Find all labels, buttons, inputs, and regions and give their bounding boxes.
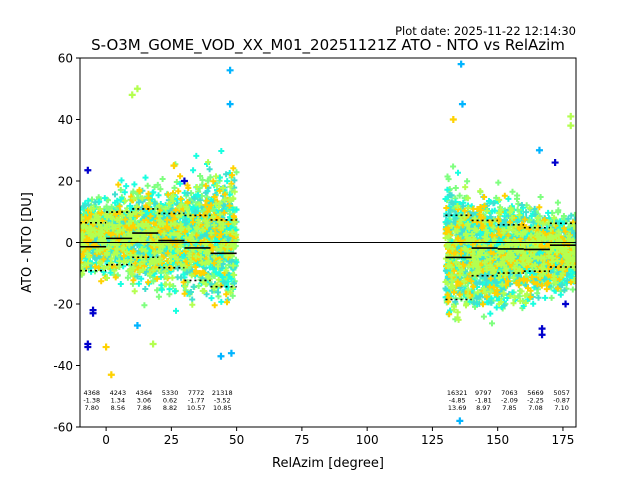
scatter-layer [80, 148, 576, 327]
bin-std-label: 7.10 [554, 404, 568, 412]
scatter-cluster [442, 163, 576, 327]
bin-std-label: 10.85 [213, 404, 232, 412]
bin-count-label: 9797 [475, 389, 492, 397]
bin-std-label: 7.85 [502, 404, 516, 412]
bin-mean-label: -2.25 [527, 397, 544, 405]
y-tick-label: 0 [65, 236, 73, 250]
outlier-point [535, 146, 543, 154]
y-axis-ticks: -60 -40 -20 0 20 40 60 [53, 52, 80, 435]
outlier-point [449, 116, 457, 123]
outlier-point [89, 309, 97, 317]
outlier-point [149, 340, 157, 348]
outlier-point [551, 159, 559, 167]
chart-title: S-O3M_GOME_VOD_XX_M01_20251121Z ATO - NT… [91, 36, 565, 55]
y-tick-label: 20 [58, 175, 73, 189]
bin-mean-label: -3.52 [214, 397, 231, 405]
bin-count-label: 4243 [110, 389, 127, 397]
bin-std-label: 7.86 [137, 404, 151, 412]
outlier-point [457, 60, 465, 68]
y-tick-label: -60 [53, 421, 73, 435]
bin-count-label: 5057 [553, 389, 570, 397]
bin-mean-label: -0.87 [553, 397, 570, 405]
y-tick-label: -20 [53, 298, 73, 312]
bin-std-label: 13.69 [448, 404, 467, 412]
plot-date: Plot date: 2025-11-22 12:14:30 [395, 24, 576, 38]
y-axis-label: ATO - NTO [DU] [20, 192, 35, 293]
bin-mean-label: -4.85 [449, 397, 466, 405]
outlier-point [102, 343, 110, 351]
x-tick-label: 75 [294, 433, 309, 447]
bin-mean-label: 0.62 [163, 397, 177, 405]
y-tick-label: 60 [58, 52, 73, 66]
bin-std-label: 8.56 [111, 404, 125, 412]
outlier-point [133, 322, 141, 330]
outlier-point [458, 100, 466, 108]
outlier-point [170, 162, 178, 170]
outlier-layer [84, 60, 575, 425]
bin-count-label: 5669 [527, 389, 544, 397]
outlier-point [226, 100, 234, 108]
x-tick-label: 50 [229, 433, 244, 447]
bin-statistics [80, 208, 576, 301]
bin-mean-label: -2.09 [501, 397, 518, 405]
x-tick-label: 100 [356, 433, 379, 447]
outlier-point [107, 371, 115, 379]
bin-count-label: 21318 [212, 389, 233, 397]
scatter-points [80, 159, 240, 308]
outlier-point [227, 349, 235, 357]
outlier-point [538, 325, 546, 333]
bin-mean-label: 1.34 [111, 397, 125, 405]
bin-std-label: 10.57 [187, 404, 206, 412]
x-tick-label: 25 [164, 433, 179, 447]
x-axis-ticks: 0 25 50 75 100 125 150 175 [102, 427, 574, 447]
x-tick-label: 125 [421, 433, 444, 447]
scatter-cluster [80, 148, 240, 314]
bin-count-label: 4364 [136, 389, 153, 397]
bin-mean-label: -1.77 [188, 397, 205, 405]
x-tick-label: 175 [551, 433, 574, 447]
bin-std-label: 7.80 [85, 404, 99, 412]
bin-mean-label: 3.06 [137, 397, 151, 405]
x-tick-label: 0 [102, 433, 110, 447]
bin-count-label: 5330 [162, 389, 179, 397]
bin-std-label: 8.97 [476, 404, 490, 412]
bin-std-label: 7.08 [528, 404, 542, 412]
bin-count-label: 7063 [501, 389, 518, 397]
outlier-point [562, 300, 570, 308]
outlier-point [226, 66, 234, 74]
y-tick-label: 40 [58, 113, 73, 127]
outlier-point [567, 122, 575, 130]
outlier-point [128, 91, 136, 99]
bin-std-label: 8.82 [163, 404, 177, 412]
outlier-point [133, 85, 141, 93]
y-tick-label: -40 [53, 359, 73, 373]
outlier-point [84, 343, 92, 351]
outlier-point [567, 112, 575, 120]
x-tick-label: 150 [486, 433, 509, 447]
outlier-point [217, 352, 225, 360]
scatter-points [442, 184, 576, 323]
bin-mean-label: -1.81 [475, 397, 492, 405]
bin-mean-label: -1.38 [83, 397, 100, 405]
bin-count-label: 16321 [447, 389, 468, 397]
outlier-point [538, 331, 546, 339]
x-axis-label: RelAzim [degree] [272, 456, 384, 471]
outlier-point [180, 177, 188, 185]
outlier-point [84, 166, 92, 174]
bin-count-label: 7772 [188, 389, 205, 397]
outlier-point [456, 417, 464, 425]
bin-count-label: 4368 [83, 389, 100, 397]
